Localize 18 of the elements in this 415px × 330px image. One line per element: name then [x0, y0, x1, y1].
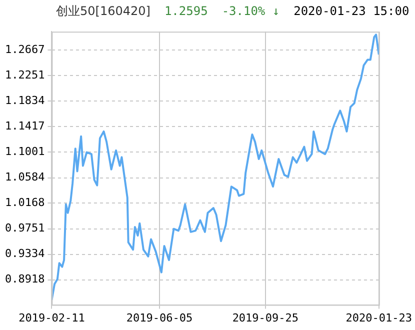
- chart-title: 创业50[160420]: [56, 2, 150, 20]
- y-tick-label: 1.0168: [4, 196, 45, 210]
- y-tick-label: 0.9751: [4, 222, 45, 235]
- text: 1.2595: [164, 4, 208, 18]
- y-tick-label: 1.1834: [4, 94, 46, 108]
- y-tick-label: 0.8918: [4, 272, 45, 286]
- text: -3.10% ↓: [222, 4, 280, 18]
- y-tick-label: 0.9334: [4, 247, 46, 260]
- y-tick-label: 1.0584: [4, 170, 46, 184]
- text: 2020-01-23 15:00: [294, 4, 410, 18]
- y-tick-label: 1.1417: [4, 120, 45, 133]
- x-tick-label: 2020-01-23: [346, 311, 412, 324]
- y-tick-label: 1.2251: [4, 68, 45, 82]
- x-tick-label: 2019-09-25: [232, 311, 299, 324]
- y-tick-label: 1.1001: [4, 145, 45, 158]
- x-tick-label: 2019-02-11: [18, 311, 85, 324]
- y-tick-label: 1.2667: [4, 43, 45, 56]
- x-tick-label: 2019-06-05: [126, 311, 193, 324]
